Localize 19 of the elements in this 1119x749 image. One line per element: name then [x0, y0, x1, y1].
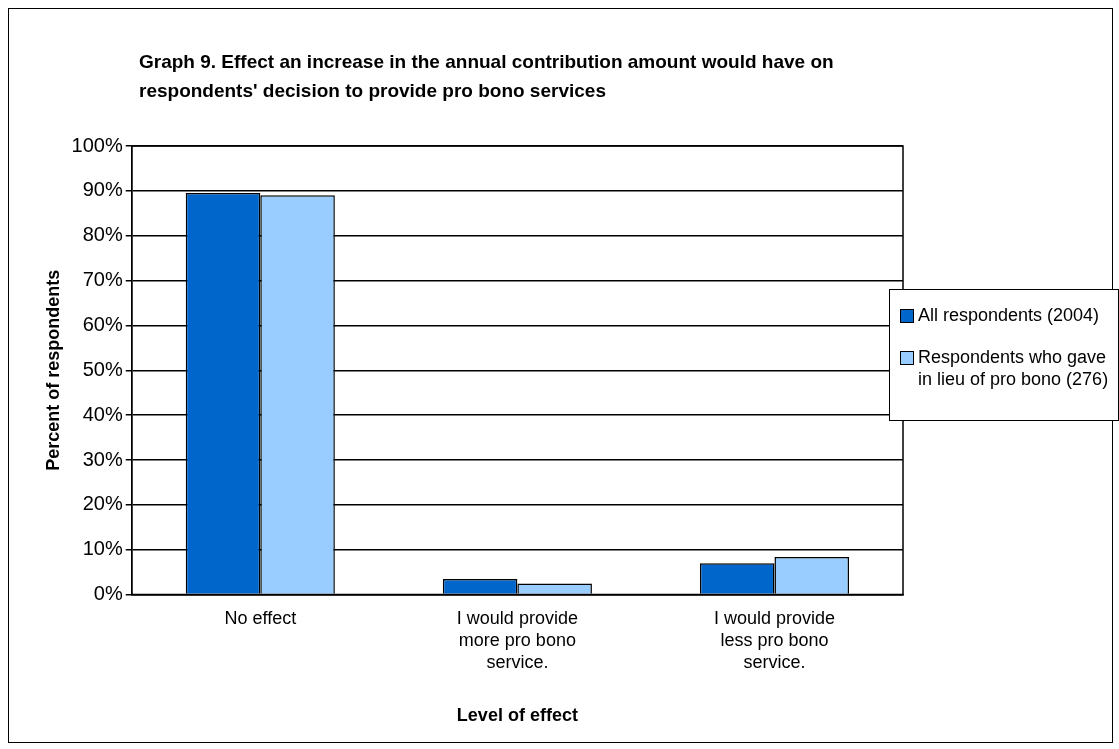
x-tick-label: No effect — [224, 608, 297, 629]
y-tick-label: 20% — [82, 492, 123, 515]
x-axis-title: Level of effect — [456, 705, 578, 726]
x-tick-label: I would provide more pro bono service. — [456, 608, 578, 672]
y-axis-title: Percent of respondents — [42, 269, 63, 471]
y-tick-label: 50% — [82, 357, 123, 380]
y-tick-label: 0% — [93, 582, 123, 605]
legend-label: All respondents (2004) — [918, 304, 1100, 326]
y-tick-label: 80% — [82, 223, 123, 246]
y-tick-label: 70% — [82, 268, 123, 291]
y-tick-label: 40% — [82, 402, 123, 425]
y-tick-label: 10% — [82, 537, 123, 560]
y-tick-label: 30% — [82, 447, 123, 470]
legend-label: Respondents who gave in lieu of pro bono (276) — [918, 346, 1110, 390]
y-tick-label: 90% — [82, 178, 123, 201]
y-tick-label: 60% — [82, 312, 123, 335]
y-tick-label: 100% — [71, 133, 123, 156]
chart-title: Graph 9. Effect an increase in the annual contribution amount would have on respondents' decision to provide pro bono services — [139, 50, 835, 103]
x-tick-label: I would provide less pro bono service. — [713, 608, 835, 672]
